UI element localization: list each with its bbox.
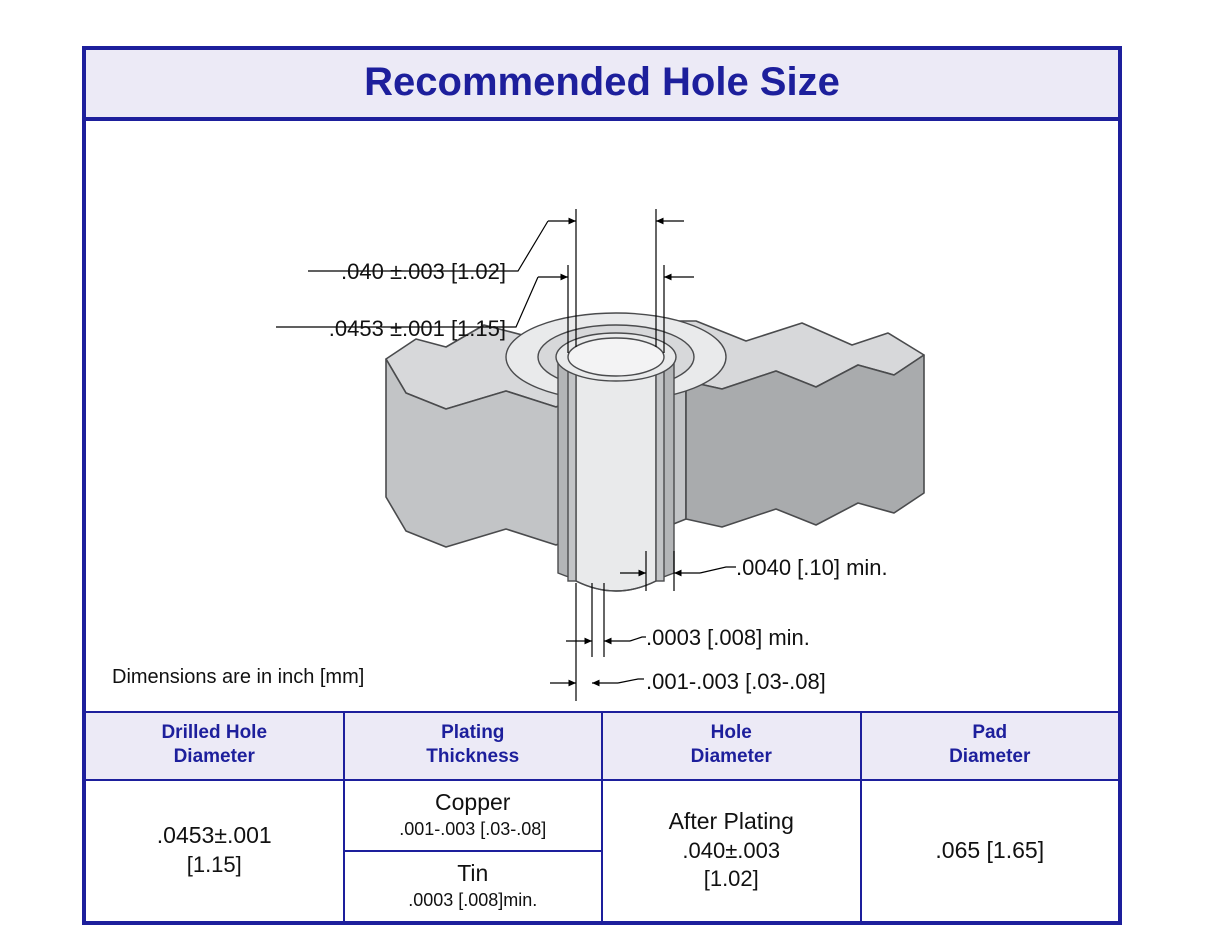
hdr-pad: PadDiameter bbox=[862, 713, 1119, 779]
hdr-hole-text: HoleDiameter bbox=[691, 722, 772, 767]
bore-sleeve bbox=[556, 333, 676, 591]
cell-drilled-l2: [1.15] bbox=[187, 851, 242, 880]
dim-copper-range: .001-.003 [.03-.08] bbox=[646, 669, 826, 695]
cell-pad: .065 [1.65] bbox=[862, 781, 1119, 921]
cell-pad-l1: .065 [1.65] bbox=[935, 836, 1044, 866]
cell-drilled-l1: .0453±.001 bbox=[157, 821, 272, 851]
hdr-plating-text: PlatingThickness bbox=[426, 722, 519, 767]
title-bar: Recommended Hole Size bbox=[86, 50, 1118, 121]
panel-title: Recommended Hole Size bbox=[364, 60, 840, 104]
dim-hole-after-plating: .040 ±.003 [1.02] bbox=[96, 259, 506, 285]
hdr-pad-text: PadDiameter bbox=[949, 722, 1030, 767]
units-note: Dimensions are in inch [mm] bbox=[112, 666, 364, 689]
table-header-row: Drilled HoleDiameter PlatingThickness Ho… bbox=[86, 713, 1118, 779]
plating-copper: Copper .001-.003 [.03-.08] bbox=[399, 781, 546, 850]
plating-tin: Tin .0003 [.008]min. bbox=[408, 852, 537, 921]
plating-tin-val: .0003 [.008]min. bbox=[408, 889, 537, 912]
hdr-drilled-text: Drilled HoleDiameter bbox=[161, 722, 267, 767]
cell-plating: Copper .001-.003 [.03-.08] Tin .0003 [.0… bbox=[345, 781, 604, 921]
cross-section-diagram: .040 ±.003 [1.02] .0453 ±.001 [1.15] .00… bbox=[86, 121, 1118, 711]
table-data-row: .0453±.001 [1.15] Copper .001-.003 [.03-… bbox=[86, 779, 1118, 921]
dim-tin-min: .0003 [.008] min. bbox=[646, 625, 810, 651]
cell-hole-l1: After Plating bbox=[669, 807, 794, 837]
plating-copper-name: Copper bbox=[435, 788, 510, 818]
hdr-drilled: Drilled HoleDiameter bbox=[86, 713, 345, 779]
cell-hole-l3: [1.02] bbox=[704, 865, 759, 894]
spec-panel: Recommended Hole Size bbox=[82, 46, 1122, 925]
plating-copper-val: .001-.003 [.03-.08] bbox=[399, 818, 546, 841]
cell-drilled: .0453±.001 [1.15] bbox=[86, 781, 345, 921]
cell-hole: After Plating .040±.003 [1.02] bbox=[603, 781, 862, 921]
dim-drilled-hole: .0453 ±.001 [1.15] bbox=[96, 316, 506, 342]
hdr-plating: PlatingThickness bbox=[345, 713, 604, 779]
spec-table: Drilled HoleDiameter PlatingThickness Ho… bbox=[86, 711, 1118, 921]
cell-hole-l2: .040±.003 bbox=[682, 837, 780, 866]
tech-drawing-svg bbox=[86, 121, 1118, 711]
dim-plating-min: .0040 [.10] min. bbox=[736, 555, 888, 581]
hdr-hole: HoleDiameter bbox=[603, 713, 862, 779]
plating-tin-name: Tin bbox=[457, 859, 488, 889]
